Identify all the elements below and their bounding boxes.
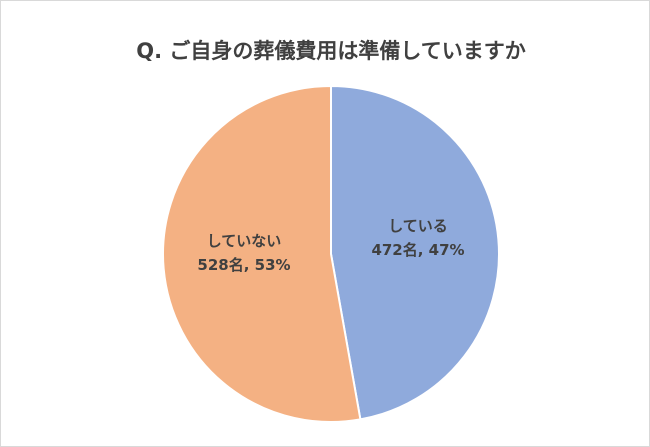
chart-title: Q. ご自身の葬儀費用は準備していますか <box>136 39 526 63</box>
slice-category-label: している <box>388 217 448 235</box>
pie-slice <box>330 84 500 421</box>
pie-slice <box>162 84 362 423</box>
slice-value-label: 528名, 53% <box>197 256 290 274</box>
slice-category-label: していない <box>207 232 282 250</box>
slice-value-label: 472名, 47% <box>371 241 464 259</box>
